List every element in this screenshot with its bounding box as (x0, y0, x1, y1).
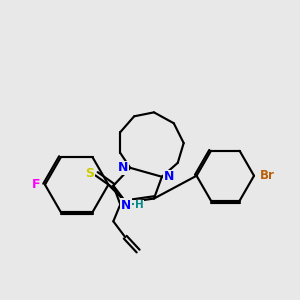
Text: N: N (121, 199, 131, 212)
Text: ·H: ·H (131, 200, 143, 211)
Text: N: N (164, 170, 174, 183)
Text: Br: Br (260, 169, 274, 182)
Text: S: S (85, 167, 94, 180)
Text: F: F (32, 178, 40, 191)
Text: N: N (118, 161, 128, 174)
